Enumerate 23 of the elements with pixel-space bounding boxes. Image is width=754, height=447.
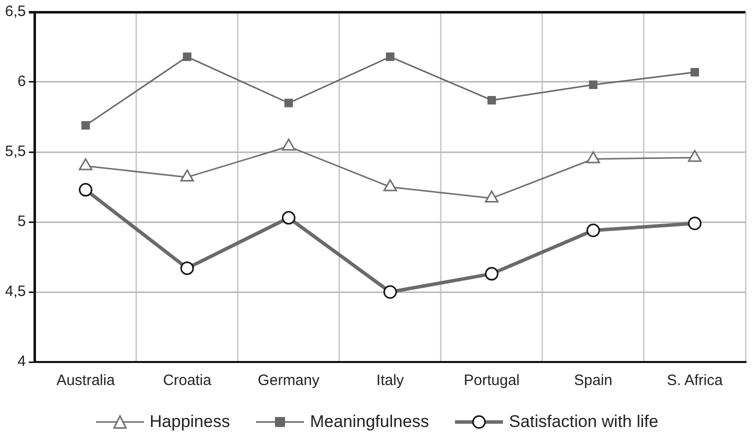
legend-label: Satisfaction with life <box>509 412 658 432</box>
x-tick-label: Germany <box>258 372 320 390</box>
x-tick-label: Australia <box>56 372 116 390</box>
legend-label: Happiness <box>150 412 230 432</box>
point <box>81 121 90 130</box>
point <box>386 52 394 62</box>
x-tick-label: Croatia <box>162 372 212 390</box>
x-tick-label: Spain <box>574 372 612 390</box>
x-tick-label: S. Africa <box>666 372 724 390</box>
point <box>487 96 496 104</box>
y-tick-label: 6 <box>18 73 26 90</box>
point <box>284 98 293 108</box>
legend-label: Meaningfulness <box>310 412 430 432</box>
x-tick-label: Italy <box>376 372 404 390</box>
y-tick-label: 4,5 <box>4 283 26 300</box>
point <box>588 80 598 90</box>
y-tick-label: 4 <box>18 353 26 370</box>
point <box>182 52 192 62</box>
y-tick-label: 5,5 <box>4 143 26 160</box>
y-tick-label: 6,5 <box>4 3 26 20</box>
y-tick-label: 5 <box>18 213 26 230</box>
point <box>690 68 699 76</box>
x-tick-label: Portugal <box>464 372 520 390</box>
